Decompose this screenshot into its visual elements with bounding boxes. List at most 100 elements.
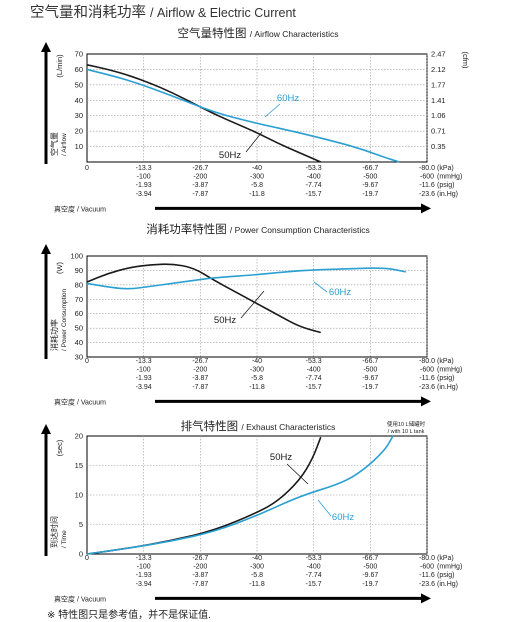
chart1-annotation-leader <box>245 131 263 153</box>
chart1-xtick-label: -7.74 <box>306 182 322 189</box>
chart1-y2tick-label: 1.41 <box>431 96 446 105</box>
chart2-xunit-label: (kPa) <box>437 358 454 365</box>
chart2-xtick-label: -19.7 <box>362 384 378 391</box>
chart1-xtick-label: -9.67 <box>362 182 378 189</box>
chart1-ytick-label: 10 <box>75 142 83 151</box>
chart1-xtick-label: -3.87 <box>192 182 208 189</box>
chart2-xtick-label: -500 <box>363 367 377 374</box>
chart3-xunit-label: (psig) <box>437 572 455 579</box>
chart2-ytick-label: 80 <box>75 280 83 289</box>
chart3-xtick-label: -7.74 <box>306 572 322 579</box>
chart2-annotation-leader <box>313 281 328 293</box>
chart3-ytick-label: 0 <box>79 550 83 559</box>
chart2-xunit-label: (in.Hg) <box>437 384 458 391</box>
chart3-xtick-label: -23.6 <box>419 581 435 588</box>
chart2-title-en: / Power Consumption Characteristics <box>230 225 370 235</box>
chart2-xtick-label: -400 <box>307 367 321 374</box>
chart3-xtick-label: -100 <box>137 564 151 571</box>
chart1-xtick-label: 0 <box>85 165 89 172</box>
chart3-ytick-label: 10 <box>75 491 83 500</box>
chart2-xtick-label: -11.8 <box>249 384 265 391</box>
chart2-title: 消耗功率特性图 / Power Consumption Characterist… <box>146 222 370 236</box>
chart1-y2tick-label: 2.47 <box>431 50 446 59</box>
chart2-vacuum-label: 真空度 / Vacuum <box>54 397 106 406</box>
chart2-ylabel-cn: 消耗功率 <box>49 319 59 351</box>
chart1-xtick-label: -40 <box>252 165 262 172</box>
chart3-vacuum-label: 真空度 / Vacuum <box>54 594 106 603</box>
page-title-cn: 空气量和消耗功率 <box>30 5 146 21</box>
chart2-xtick-label: -7.74 <box>306 375 322 382</box>
chart1-xtick-label: -15.7 <box>306 191 322 198</box>
chart3-ytick-label: 5 <box>79 520 83 529</box>
chart1-xtick-label: -200 <box>193 174 207 181</box>
chart1-ytick-label: 70 <box>75 50 83 59</box>
chart1-xtick-label: -300 <box>250 174 264 181</box>
chart1-annotation-label: 50Hz <box>219 150 241 161</box>
chart3-ylabel-en: / Time <box>61 530 68 548</box>
chart3-series-60hz-line <box>86 435 394 555</box>
chart2-series-50hz-line <box>86 263 321 334</box>
chart1-ytick-label: 30 <box>75 111 83 120</box>
chart3-xtick-label: -13.3 <box>136 555 152 562</box>
chart3-yunit-label: (sec) <box>55 439 64 456</box>
chart1-ytick-label: 40 <box>75 96 83 105</box>
chart2-xtick-label: -11.6 <box>419 375 435 382</box>
chart1-xtick-label: -26.7 <box>192 165 208 172</box>
chart1-xtick-label: -19.7 <box>362 191 378 198</box>
chart3-annotation-leader <box>317 499 332 517</box>
chart2-xtick-label: -66.7 <box>362 358 378 365</box>
chart2-xtick-label: -1.93 <box>136 375 152 382</box>
chart2-xunit-label: (psig) <box>437 375 455 382</box>
chart3-xunit-label: (mmHg) <box>437 564 462 571</box>
chart1-xunit-label: (in.Hg) <box>437 191 458 198</box>
chart1-xtick-label: -5.8 <box>251 182 263 189</box>
footnote: ※ 特性图只是参考值，并不是保证值. <box>47 610 211 621</box>
chart3-xtick-label: -5.8 <box>251 572 263 579</box>
chart3-title-cn: 排气特性图 <box>181 419 242 433</box>
chart1-xtick-label: -1.93 <box>136 182 152 189</box>
chart2-ylabel-en: / Power Consumption <box>61 288 68 351</box>
chart3-xtick-label: -53.3 <box>306 555 322 562</box>
chart2-ytick-label: 90 <box>75 266 83 275</box>
chart2-title-cn: 消耗功率特性图 <box>146 222 230 236</box>
chart3-title: 排气特性图 / Exhaust Characteristics <box>181 419 336 433</box>
chart1-title: 空气量特性图 / Airflow Characteristics <box>177 26 338 40</box>
chart1-ytick-label: 50 <box>75 80 83 89</box>
chart3-xtick-label: 0 <box>85 555 89 562</box>
chart3-xtick-label: -3.87 <box>192 572 208 579</box>
chart2-xunit-label: (mmHg) <box>437 367 462 374</box>
chart1-xunit-label: (kPa) <box>437 165 454 172</box>
chart2-xtick-label: -300 <box>250 367 264 374</box>
chart2-xtick-label: -3.94 <box>136 384 152 391</box>
chart1-xtick-label: -11.6 <box>419 182 435 189</box>
chart3-xtick-label: -40 <box>252 555 262 562</box>
chart2-ytick-label: 60 <box>75 309 83 318</box>
chart1-y2tick-label: 2.12 <box>431 65 446 74</box>
chart3-note-en: / with 10 L tank <box>388 429 425 435</box>
chart3-xtick-label: -500 <box>363 564 377 571</box>
chart1-ytick-label: 60 <box>75 65 83 74</box>
chart2-annotation-leader <box>240 290 265 319</box>
chart1-series-60hz-line <box>86 68 400 163</box>
chart1-xtick-label: -3.94 <box>136 191 152 198</box>
chart1-ylabel-en: / Airflow <box>61 133 68 156</box>
chart2-xtick-label: -9.67 <box>362 375 378 382</box>
chart2-vacuum-arrow-head <box>421 396 431 407</box>
chart1-xtick-label: -400 <box>307 174 321 181</box>
chart3-annotation-label: 60Hz <box>332 512 354 523</box>
chart1-xtick-label: -66.7 <box>362 165 378 172</box>
chart3-xtick-label: -15.7 <box>306 581 322 588</box>
page-title: 空气量和消耗功率 / Airflow & Electric Current <box>30 1 296 22</box>
chart1-xtick-label: -100 <box>137 174 151 181</box>
chart1-y2tick-label: 1.06 <box>431 111 446 120</box>
chart1-xtick-label: -23.6 <box>419 191 435 198</box>
chart2-xtick-label: -7.87 <box>192 384 208 391</box>
chart3-xunit-label: (in.Hg) <box>437 581 458 588</box>
chart1-xtick-label: -7.87 <box>192 191 208 198</box>
chart3-xtick-label: -80.0 <box>419 555 435 562</box>
chart2-xtick-label: -13.3 <box>136 358 152 365</box>
chart1-xtick-label: -500 <box>363 174 377 181</box>
chart1-xunit-label: (mmHg) <box>437 174 462 181</box>
chart2-yunit-label: (W) <box>55 261 64 274</box>
